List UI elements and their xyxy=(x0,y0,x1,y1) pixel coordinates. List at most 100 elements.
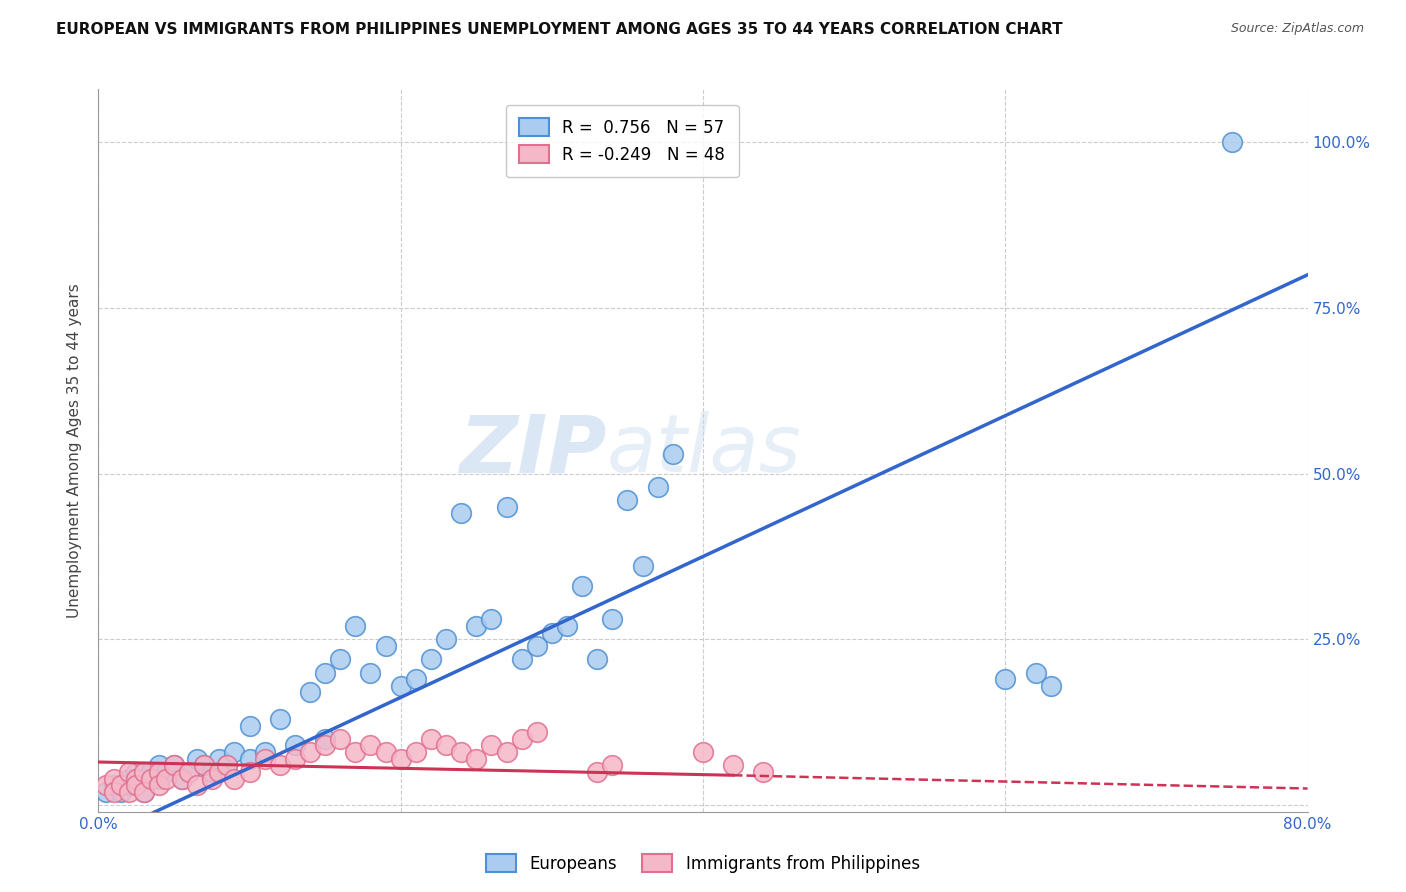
Legend: R =  0.756   N = 57, R = -0.249   N = 48: R = 0.756 N = 57, R = -0.249 N = 48 xyxy=(506,104,738,178)
Text: Source: ZipAtlas.com: Source: ZipAtlas.com xyxy=(1230,22,1364,36)
Point xyxy=(540,625,562,640)
Point xyxy=(647,480,669,494)
Point xyxy=(314,731,336,746)
Point xyxy=(360,665,382,680)
Point xyxy=(481,612,503,626)
Point xyxy=(314,665,336,680)
Point xyxy=(510,652,533,666)
Point xyxy=(179,764,201,779)
Point xyxy=(495,500,517,514)
Point xyxy=(208,752,231,766)
Point xyxy=(155,764,177,779)
Point xyxy=(450,507,472,521)
Point xyxy=(314,739,336,753)
Point xyxy=(526,639,548,653)
Legend: Europeans, Immigrants from Philippines: Europeans, Immigrants from Philippines xyxy=(479,847,927,880)
Point xyxy=(526,725,548,739)
Point xyxy=(269,712,291,726)
Y-axis label: Unemployment Among Ages 35 to 44 years: Unemployment Among Ages 35 to 44 years xyxy=(66,283,82,618)
Point xyxy=(571,579,593,593)
Point xyxy=(125,772,148,786)
Point xyxy=(555,619,578,633)
Point xyxy=(602,612,624,626)
Point xyxy=(179,764,201,779)
Point xyxy=(148,764,170,779)
Point xyxy=(148,778,170,792)
Text: EUROPEAN VS IMMIGRANTS FROM PHILIPPINES UNEMPLOYMENT AMONG AGES 35 TO 44 YEARS C: EUROPEAN VS IMMIGRANTS FROM PHILIPPINES … xyxy=(56,22,1063,37)
Point xyxy=(239,718,262,732)
Point xyxy=(994,672,1017,686)
Text: atlas: atlas xyxy=(606,411,801,490)
Point xyxy=(141,772,163,786)
Point xyxy=(465,619,488,633)
Point xyxy=(186,778,208,792)
Point xyxy=(602,758,624,772)
Point xyxy=(148,758,170,772)
Point xyxy=(420,652,443,666)
Point xyxy=(132,785,155,799)
Point xyxy=(132,764,155,779)
Point xyxy=(170,772,193,786)
Point xyxy=(360,739,382,753)
Point xyxy=(239,764,262,779)
Point xyxy=(193,758,215,772)
Point xyxy=(148,772,170,786)
Point xyxy=(284,752,307,766)
Point xyxy=(110,785,132,799)
Point xyxy=(118,785,141,799)
Point xyxy=(224,772,246,786)
Point xyxy=(344,745,367,759)
Point xyxy=(94,785,117,799)
Point xyxy=(125,764,148,779)
Point xyxy=(118,772,141,786)
Point xyxy=(450,745,472,759)
Point xyxy=(481,739,503,753)
Point xyxy=(125,778,148,792)
Point xyxy=(132,772,155,786)
Point xyxy=(723,758,745,772)
Point xyxy=(193,758,215,772)
Point xyxy=(103,778,125,792)
Point xyxy=(434,739,457,753)
Point xyxy=(163,758,186,772)
Point xyxy=(586,764,609,779)
Point xyxy=(510,731,533,746)
Point xyxy=(155,772,177,786)
Point xyxy=(465,752,488,766)
Point xyxy=(253,752,276,766)
Point xyxy=(329,731,352,746)
Point xyxy=(163,758,186,772)
Point xyxy=(1220,135,1243,149)
Point xyxy=(1024,665,1046,680)
Point xyxy=(125,778,148,792)
Point xyxy=(215,758,238,772)
Point xyxy=(208,764,231,779)
Point xyxy=(661,447,683,461)
Point xyxy=(389,752,412,766)
Point xyxy=(299,685,322,699)
Point xyxy=(118,778,141,792)
Point xyxy=(616,493,638,508)
Point xyxy=(103,785,125,799)
Point xyxy=(420,731,443,746)
Point xyxy=(224,745,246,759)
Text: ZIP: ZIP xyxy=(458,411,606,490)
Point xyxy=(405,672,427,686)
Point xyxy=(495,745,517,759)
Point xyxy=(299,745,322,759)
Point xyxy=(94,778,117,792)
Point xyxy=(586,652,609,666)
Point xyxy=(110,778,132,792)
Point xyxy=(186,752,208,766)
Point xyxy=(253,745,276,759)
Point xyxy=(752,764,775,779)
Point xyxy=(141,764,163,779)
Point xyxy=(631,559,654,574)
Point xyxy=(132,785,155,799)
Point xyxy=(329,652,352,666)
Point xyxy=(405,745,427,759)
Point xyxy=(118,764,141,779)
Point xyxy=(344,619,367,633)
Point xyxy=(201,772,224,786)
Point xyxy=(103,772,125,786)
